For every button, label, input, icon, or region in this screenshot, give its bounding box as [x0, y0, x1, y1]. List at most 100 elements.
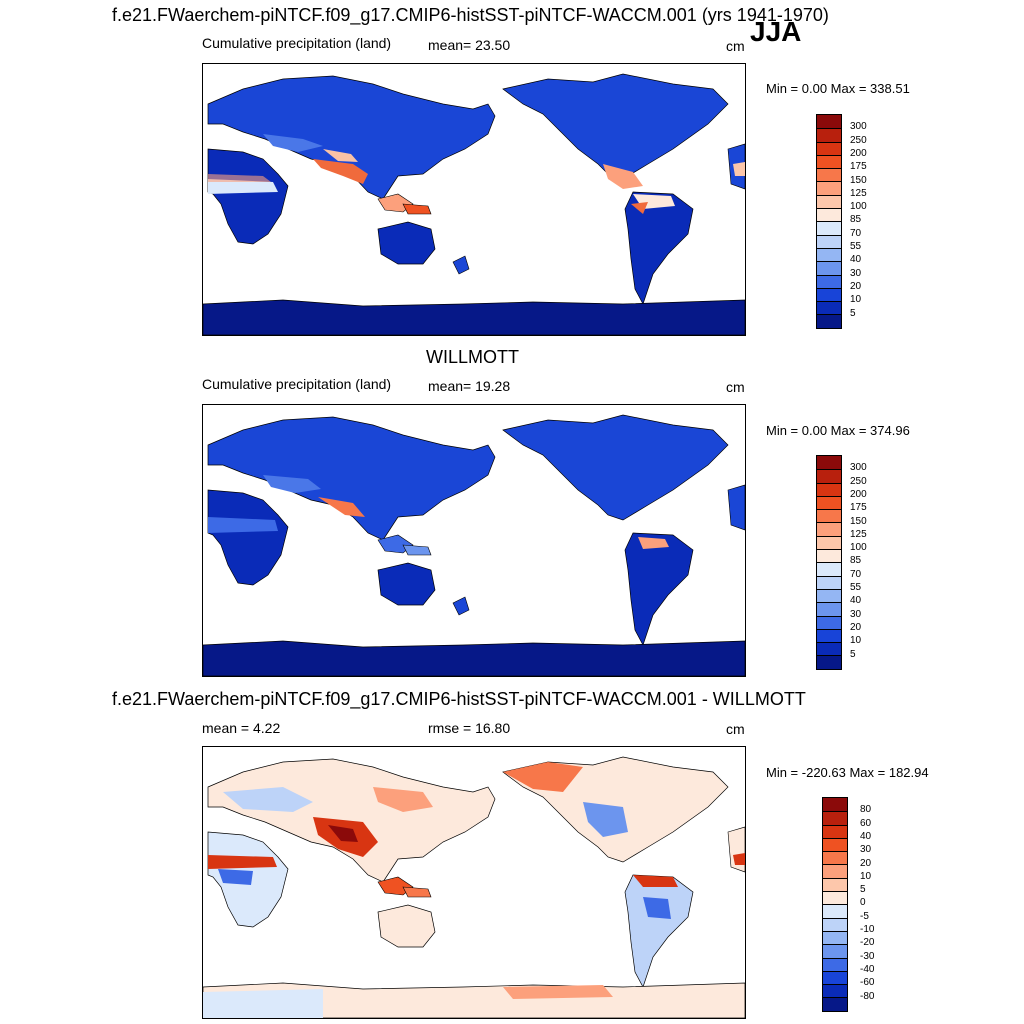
- colorbar-tick-label: 5: [850, 307, 856, 319]
- colorbar-tick-label: 20: [850, 280, 862, 292]
- colorbar-segment: [817, 128, 841, 142]
- colorbar-segment: [817, 168, 841, 182]
- colorbar-tick-label: 200: [850, 147, 867, 159]
- colorbar-tick-label: 40: [850, 254, 862, 266]
- colorbar-tick-label: 125: [850, 187, 867, 199]
- colorbar-tick-label: 30: [850, 608, 862, 620]
- colorbar-segment: [823, 984, 847, 998]
- panel3-minmax: Min = -220.63 Max = 182.94: [766, 765, 929, 780]
- panel1-title: f.e21.FWaerchem-piNTCF.f09_g17.CMIP6-his…: [112, 5, 829, 25]
- colorbar-segment: [817, 301, 841, 315]
- colorbar-tick-label: 100: [850, 542, 867, 554]
- colorbar-segment: [817, 115, 841, 129]
- colorbar-tick-label: 250: [850, 134, 867, 146]
- colorbar-tick-label: 300: [850, 121, 867, 133]
- colorbar-segment: [817, 456, 841, 470]
- colorbar-tick-label: 5: [850, 648, 856, 660]
- panel2-left-label: Cumulative precipitation (land): [202, 376, 392, 392]
- panel2-units: cm: [726, 379, 745, 395]
- colorbar-tick-label: 60: [860, 817, 872, 829]
- colorbar-tick-label: 70: [850, 227, 862, 239]
- colorbar-tick-label: -30: [860, 950, 875, 962]
- precip-colorbar-2: [816, 455, 842, 670]
- panel1-left-label: Cumulative precipitation (land): [202, 35, 392, 51]
- panel3-rmse-label: rmse = 16.80: [428, 720, 511, 736]
- colorbar-segment: [823, 997, 847, 1011]
- panel3-title: f.e21.FWaerchem-piNTCF.f09_g17.CMIP6-his…: [112, 689, 806, 709]
- colorbar-tick-label: 175: [850, 502, 867, 514]
- panel2-minmax: Min = 0.00 Max = 374.96: [766, 423, 910, 438]
- colorbar-segment: [823, 944, 847, 958]
- colorbar-segment: [817, 221, 841, 235]
- colorbar-segment: [817, 154, 841, 169]
- colorbar-segment: [823, 917, 847, 931]
- colorbar-tick-label: -5: [860, 910, 869, 922]
- colorbar-segment: [817, 141, 841, 155]
- colorbar-tick-label: 100: [850, 201, 867, 213]
- panel1-mean-label: mean= 23.50: [428, 37, 511, 53]
- colorbar-tick-label: -40: [860, 963, 875, 975]
- colorbar-tick-label: -10: [860, 924, 875, 935]
- colorbar-segment: [817, 628, 841, 643]
- colorbar-segment: [817, 314, 841, 328]
- colorbar-segment: [817, 495, 841, 510]
- colorbar-segment: [823, 957, 847, 971]
- colorbar-tick-label: 10: [850, 635, 862, 647]
- colorbar-tick-label: 175: [850, 161, 867, 173]
- colorbar-tick-label: 55: [850, 241, 862, 252]
- colorbar-segment: [817, 274, 841, 288]
- colorbar-segment: [817, 575, 841, 589]
- colorbar-segment: [823, 851, 847, 865]
- colorbar-segment: [817, 562, 841, 576]
- colorbar-segment: [817, 194, 841, 209]
- colorbar-segment: [823, 824, 847, 838]
- panel3-units: cm: [726, 721, 745, 737]
- colorbar-tick-label: 30: [850, 267, 862, 279]
- panel3-mean-label: mean = 4.22: [202, 720, 281, 736]
- colorbar-segment: [817, 247, 841, 262]
- colorbar-tick-label: 125: [850, 528, 867, 540]
- colorbar-tick-label: 85: [850, 214, 862, 226]
- panel2-title: WILLMOTT: [426, 347, 519, 367]
- panel1-units: cm: [726, 38, 745, 54]
- colorbar-segment: [817, 181, 841, 195]
- colorbar-segment: [817, 234, 841, 248]
- willmott-precip-map: [202, 404, 746, 677]
- colorbar-tick-label: 40: [850, 595, 862, 607]
- colorbar-tick-label: 200: [850, 488, 867, 500]
- colorbar-segment: [817, 588, 841, 603]
- season-label: JJA: [750, 16, 802, 47]
- colorbar-tick-label: -20: [860, 937, 875, 949]
- colorbar-segment: [817, 615, 841, 629]
- colorbar-segment: [817, 482, 841, 496]
- precip-colorbar-1: [816, 114, 842, 329]
- colorbar-tick-label: 300: [850, 462, 867, 474]
- colorbar-segment: [817, 549, 841, 563]
- colorbar-tick-label: 85: [850, 555, 862, 567]
- colorbar-segment: [817, 509, 841, 523]
- colorbar-tick-label: 55: [850, 582, 862, 593]
- colorbar-segment: [817, 642, 841, 656]
- colorbar-segment: [823, 891, 847, 905]
- colorbar-tick-label: 10: [850, 294, 862, 306]
- diff-colorbar: [822, 797, 848, 1012]
- colorbar-segment: [817, 522, 841, 536]
- colorbar-tick-label: 20: [850, 621, 862, 633]
- colorbar-segment: [817, 469, 841, 483]
- model-precip-map: [202, 63, 746, 336]
- colorbar-tick-label: -80: [860, 990, 875, 1002]
- colorbar-segment: [817, 287, 841, 302]
- colorbar-segment: [817, 261, 841, 275]
- colorbar-tick-label: 150: [850, 515, 867, 527]
- colorbar-tick-label: 30: [860, 844, 872, 856]
- colorbar-segment: [823, 811, 847, 825]
- colorbar-tick-label: 250: [850, 475, 867, 487]
- colorbar-segment: [823, 970, 847, 985]
- colorbar-tick-label: 5: [860, 884, 866, 896]
- colorbar-segment: [823, 904, 847, 918]
- colorbar-tick-label: 40: [860, 830, 872, 842]
- colorbar-tick-label: 0: [860, 897, 866, 909]
- colorbar-tick-label: 150: [850, 174, 867, 186]
- colorbar-segment: [823, 864, 847, 878]
- colorbar-segment: [817, 208, 841, 222]
